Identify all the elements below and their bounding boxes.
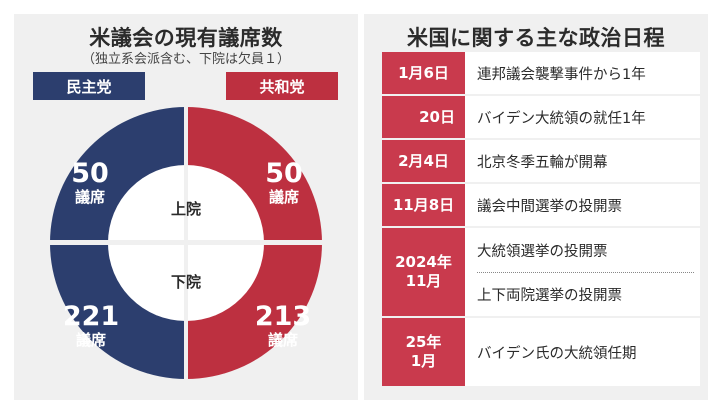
upper-republican-seats: 50 議席 <box>254 158 314 207</box>
seat-unit: 議席 <box>74 188 105 207</box>
schedule-date: 11月8日 <box>382 184 465 226</box>
seats-title: 米議会の現有議席数 <box>89 26 283 50</box>
seat-unit: 議席 <box>267 331 298 350</box>
upper-house-label: 上院 <box>170 200 201 218</box>
republican-badge: 共和党 <box>226 72 338 100</box>
seats-subtitle: （独立系会派含む、下院は欠員１） <box>81 52 290 67</box>
schedule-row: 2024年 11月 大統領選挙の投開票 上下両院選挙の投開票 <box>382 228 700 316</box>
schedule-date: 1月6日 <box>382 52 465 94</box>
schedule-event: 議会中間選挙の投開票 <box>465 184 700 226</box>
schedule-row: 25年 1月 バイデン氏の大統領任期 <box>382 318 700 386</box>
schedule-row: 2月4日 北京冬季五輪が開幕 <box>382 140 700 182</box>
schedule-event: 連邦議会襲撃事件から1年 <box>465 52 700 94</box>
seat-count: 50 <box>71 158 109 189</box>
seat-unit: 議席 <box>75 331 106 350</box>
seat-count: 50 <box>265 158 303 189</box>
seat-unit: 議席 <box>268 188 299 207</box>
schedule-date: 25年 1月 <box>382 318 465 386</box>
schedule-title: 米国に関する主な政治日程 <box>407 26 665 50</box>
lower-house-label: 下院 <box>170 273 201 291</box>
schedule-row: 20日 バイデン大統領の就任1年 <box>382 96 700 138</box>
horizontal-divider <box>40 240 332 245</box>
democrat-badge: 民主党 <box>33 72 145 100</box>
schedule-event: 上下両院選挙の投開票 <box>465 272 700 316</box>
schedule-event: バイデン氏の大統領任期 <box>465 318 700 386</box>
schedule-date: 2月4日 <box>382 140 465 182</box>
lower-republican-seats: 213 議席 <box>248 301 318 350</box>
schedule-row: 1月6日 連邦議会襲撃事件から1年 <box>382 52 700 94</box>
upper-democrat-seats: 50 議席 <box>60 158 120 207</box>
seat-count: 213 <box>254 301 312 332</box>
schedule-event: 北京冬季五輪が開幕 <box>465 140 700 182</box>
schedule-event: 大統領選挙の投開票 <box>465 228 700 272</box>
schedule-event: バイデン大統領の就任1年 <box>465 96 700 138</box>
lower-democrat-seats: 221 議席 <box>56 301 126 350</box>
schedule-date: 2024年 11月 <box>382 228 465 316</box>
seat-count: 221 <box>62 301 120 332</box>
schedule-row: 11月8日 議会中間選挙の投開票 <box>382 184 700 226</box>
schedule-date: 20日 <box>382 96 465 138</box>
